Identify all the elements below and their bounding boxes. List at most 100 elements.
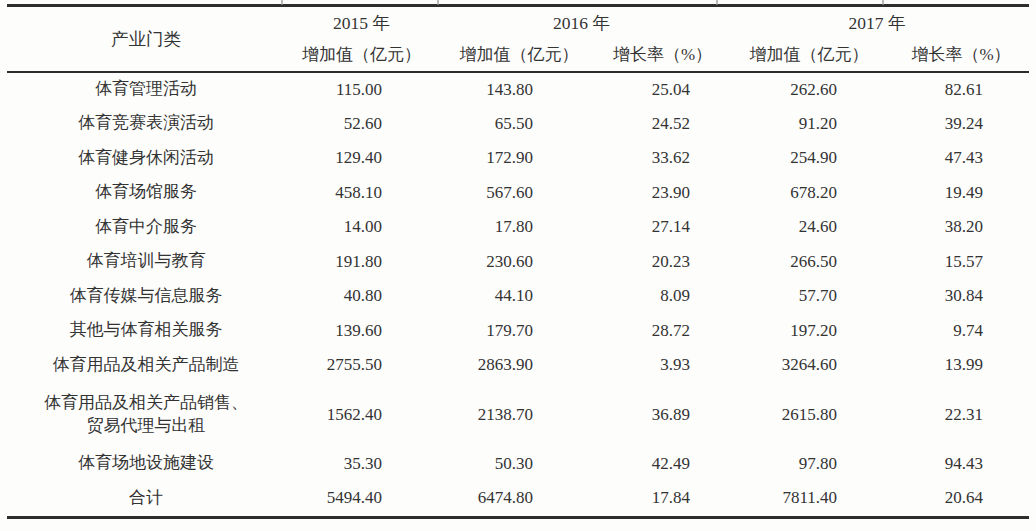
value-cell: 27.14: [600, 210, 725, 245]
year-2017-header: 2017 年: [725, 6, 1029, 39]
value-cell: 19.49: [893, 176, 1029, 211]
value-cell: 13.99: [893, 348, 1029, 383]
category-cell: 体育用品及相关产品制造: [7, 348, 285, 383]
column-divider-tick: [437, 0, 439, 5]
value-cell: 24.52: [600, 107, 725, 142]
table-header: 产业门类 2015 年 2016 年 2017 年 增加值（亿元） 增加值（亿元…: [7, 6, 1029, 73]
year-2015-header: 2015 年: [285, 6, 438, 39]
table-row: 其他与体育相关服务139.60179.7028.72197.209.74: [7, 314, 1029, 349]
value-cell: 2863.90: [438, 348, 600, 383]
value-cell: 115.00: [285, 72, 438, 107]
value-cell: 567.60: [438, 176, 600, 211]
value-cell: 52.60: [285, 107, 438, 142]
column-divider-tick: [882, 0, 884, 5]
value-cell: 230.60: [438, 245, 600, 280]
year-header-row: 产业门类 2015 年 2016 年 2017 年: [7, 6, 1029, 39]
value-cell: 50.30: [438, 447, 600, 482]
growth-rate-2017-header: 增长率（%）: [893, 38, 1029, 72]
total-row: 合计5494.406474.8017.847811.4020.64: [7, 481, 1029, 517]
value-cell: 47.43: [893, 141, 1029, 176]
table-body: 体育管理活动115.00143.8025.04262.6082.61体育竞赛表演…: [7, 72, 1029, 517]
added-value-2016-header: 增加值（亿元）: [438, 38, 600, 72]
value-cell: 8.09: [600, 279, 725, 314]
category-cell: 其他与体育相关服务: [7, 314, 285, 349]
value-cell: 17.84: [600, 481, 725, 517]
table-row: 体育场地设施建设35.3050.3042.4997.8094.43: [7, 447, 1029, 482]
value-cell: 3.93: [600, 348, 725, 383]
value-cell: 57.70: [725, 279, 893, 314]
industry-added-value-table: 产业门类 2015 年 2016 年 2017 年 增加值（亿元） 增加值（亿元…: [7, 4, 1029, 519]
table-row: 体育用品及相关产品制造2755.502863.903.933264.6013.9…: [7, 348, 1029, 383]
value-cell: 2138.70: [438, 383, 600, 447]
table-row: 体育健身休闲活动129.40172.9033.62254.9047.43: [7, 141, 1029, 176]
value-cell: 22.31: [893, 383, 1029, 447]
value-cell: 5494.40: [285, 481, 438, 517]
table-row: 体育培训与教育191.80230.6020.23266.5015.57: [7, 245, 1029, 280]
value-cell: 17.80: [438, 210, 600, 245]
category-cell: 体育培训与教育: [7, 245, 285, 280]
value-cell: 91.20: [725, 107, 893, 142]
category-cell: 体育中介服务: [7, 210, 285, 245]
value-cell: 1562.40: [285, 383, 438, 447]
value-cell: 20.64: [893, 481, 1029, 517]
value-cell: 266.50: [725, 245, 893, 280]
value-cell: 40.80: [285, 279, 438, 314]
category-cell: 体育场地设施建设: [7, 447, 285, 482]
value-cell: 24.60: [725, 210, 893, 245]
added-value-2015-header: 增加值（亿元）: [285, 38, 438, 72]
value-cell: 25.04: [600, 72, 725, 107]
value-cell: 172.90: [438, 141, 600, 176]
value-cell: 33.62: [600, 141, 725, 176]
category-cell: 体育用品及相关产品销售、 贸易代理与出租: [7, 383, 285, 447]
category-cell: 体育管理活动: [7, 72, 285, 107]
table-row: 体育中介服务14.0017.8027.1424.6038.20: [7, 210, 1029, 245]
value-cell: 139.60: [285, 314, 438, 349]
value-cell: 254.90: [725, 141, 893, 176]
table-row: 体育传媒与信息服务40.8044.108.0957.7030.84: [7, 279, 1029, 314]
value-cell: 14.00: [285, 210, 438, 245]
category-column-header: 产业门类: [7, 6, 285, 73]
table-row: 体育场馆服务458.10567.6023.90678.2019.49: [7, 176, 1029, 211]
value-cell: 678.20: [725, 176, 893, 211]
value-cell: 179.70: [438, 314, 600, 349]
value-cell: 82.61: [893, 72, 1029, 107]
value-cell: 2615.80: [725, 383, 893, 447]
table-row: 体育用品及相关产品销售、 贸易代理与出租1562.402138.7036.892…: [7, 383, 1029, 447]
value-cell: 262.60: [725, 72, 893, 107]
value-cell: 36.89: [600, 383, 725, 447]
value-cell: 7811.40: [725, 481, 893, 517]
added-value-2017-header: 增加值（亿元）: [725, 38, 893, 72]
value-cell: 458.10: [285, 176, 438, 211]
value-cell: 15.57: [893, 245, 1029, 280]
column-divider-tick: [716, 0, 718, 5]
category-cell: 体育传媒与信息服务: [7, 279, 285, 314]
value-cell: 23.90: [600, 176, 725, 211]
value-cell: 38.20: [893, 210, 1029, 245]
value-cell: 191.80: [285, 245, 438, 280]
value-cell: 143.80: [438, 72, 600, 107]
value-cell: 129.40: [285, 141, 438, 176]
category-cell: 体育场馆服务: [7, 176, 285, 211]
year-2016-header: 2016 年: [438, 6, 725, 39]
table-row: 体育竞赛表演活动52.6065.5024.5291.2039.24: [7, 107, 1029, 142]
value-cell: 42.49: [600, 447, 725, 482]
value-cell: 9.74: [893, 314, 1029, 349]
value-cell: 35.30: [285, 447, 438, 482]
value-cell: 28.72: [600, 314, 725, 349]
value-cell: 65.50: [438, 107, 600, 142]
column-divider-tick: [281, 0, 283, 5]
value-cell: 94.43: [893, 447, 1029, 482]
value-cell: 2755.50: [285, 348, 438, 383]
value-cell: 3264.60: [725, 348, 893, 383]
scanned-table-page: 产业门类 2015 年 2016 年 2017 年 增加值（亿元） 增加值（亿元…: [0, 0, 1036, 531]
table-row: 体育管理活动115.00143.8025.04262.6082.61: [7, 72, 1029, 107]
value-cell: 197.20: [725, 314, 893, 349]
category-cell: 合计: [7, 481, 285, 517]
value-cell: 97.80: [725, 447, 893, 482]
value-cell: 6474.80: [438, 481, 600, 517]
category-cell: 体育竞赛表演活动: [7, 107, 285, 142]
value-cell: 30.84: [893, 279, 1029, 314]
value-cell: 20.23: [600, 245, 725, 280]
category-cell: 体育健身休闲活动: [7, 141, 285, 176]
value-cell: 39.24: [893, 107, 1029, 142]
